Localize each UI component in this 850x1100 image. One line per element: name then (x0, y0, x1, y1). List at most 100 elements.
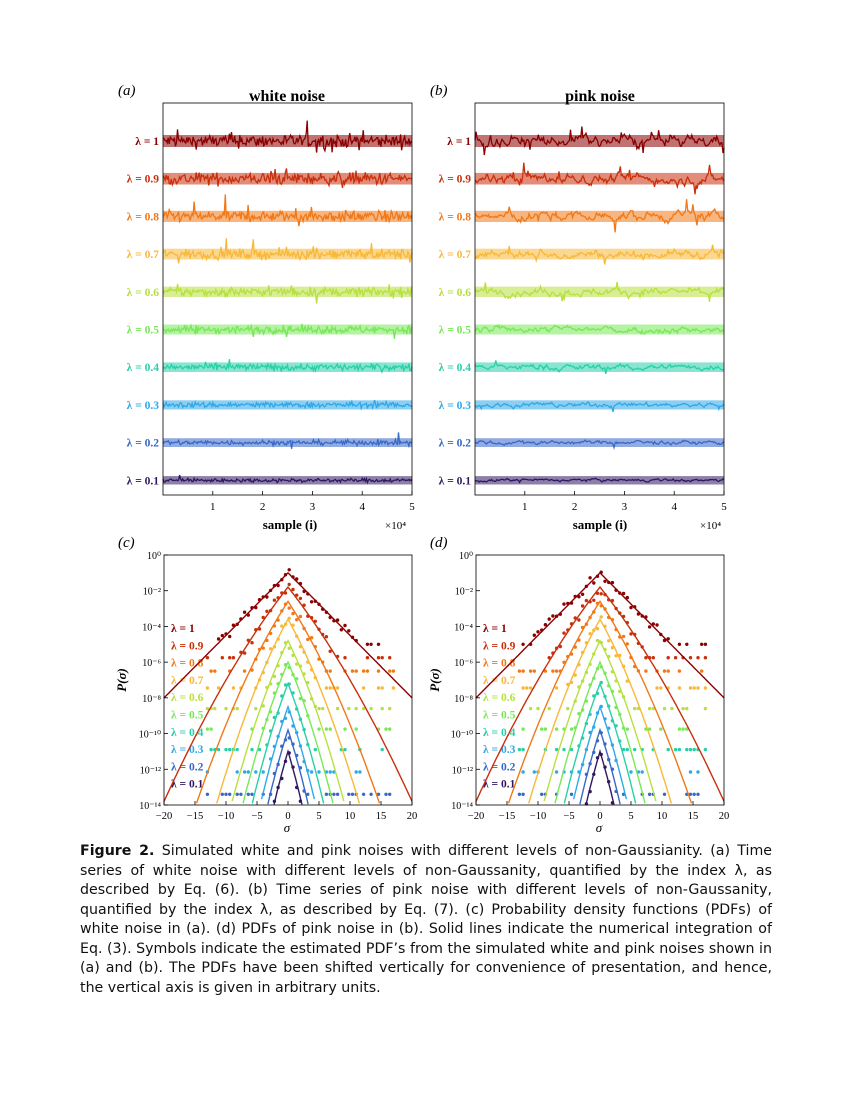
pdf-point (250, 668, 254, 672)
pdf-point (696, 656, 700, 660)
pdf-point (295, 634, 299, 638)
pdf-point (554, 727, 559, 731)
pdf-point (569, 680, 574, 685)
pdf-point (298, 744, 303, 748)
pdf-point (621, 664, 626, 668)
pdf-point (302, 650, 306, 654)
pdf-point (647, 706, 652, 711)
pdf-point (659, 727, 663, 731)
pdf-point (621, 634, 626, 639)
pdf-point (599, 640, 603, 645)
pdf-point (677, 727, 682, 731)
pdf-point (388, 669, 392, 673)
pdf-point (272, 771, 277, 776)
pdf-point (584, 699, 589, 703)
pdf-point (216, 686, 221, 690)
pdf-point (633, 664, 637, 669)
pdf-point (283, 759, 288, 763)
pdf-point (321, 660, 325, 664)
pdf-point (625, 747, 629, 752)
pdf-point (584, 747, 589, 752)
pdf-point (280, 776, 284, 781)
x-tick-label: 10 (657, 811, 668, 822)
pdf-point (268, 588, 273, 593)
pdf-point (246, 638, 250, 642)
x-tick-label: 10 (345, 811, 356, 822)
pdf-point (343, 656, 347, 660)
pdf-point (283, 716, 288, 720)
pdf-point (540, 792, 544, 796)
pdf-point (610, 743, 615, 747)
pdf-point (268, 792, 273, 796)
pdf-point (291, 691, 295, 695)
pdf-point (629, 655, 633, 660)
pdf-point (261, 704, 265, 708)
pdf-point (242, 770, 247, 774)
pdf-point (313, 645, 317, 649)
pdf-point (644, 656, 648, 660)
pdf-point (662, 638, 667, 643)
y-tick-label: 10⁻¹² (452, 765, 473, 776)
pdf-point (651, 622, 655, 626)
pdf-point (610, 618, 615, 622)
pdf-point (280, 719, 284, 724)
lambda-label-9: λ = 0.1 (439, 475, 472, 487)
pdf-point (618, 611, 622, 615)
pdf-point (521, 747, 525, 752)
pdf-point (257, 647, 262, 652)
panel-d-xlabel: σ (596, 820, 603, 835)
pdf-lambda-label-8: λ = 0.2 (483, 761, 516, 773)
pdf-point (261, 646, 265, 650)
pdf-point (324, 669, 329, 673)
figure-2: (a) white noise (b) pink noise (c) (d) λ… (114, 83, 729, 835)
pdf-point (688, 770, 693, 774)
x-tick-label: 15 (376, 811, 387, 822)
pdf-point (540, 628, 544, 632)
pdf-point (554, 669, 559, 673)
pdf-point (566, 628, 570, 632)
pdf-point (603, 742, 607, 746)
lambda-label-7: λ = 0.3 (127, 400, 160, 412)
pdf-point (272, 715, 277, 720)
pdf-point (354, 770, 358, 774)
pdf-point (588, 576, 592, 580)
pdf-point (306, 742, 310, 747)
pdf-point (354, 638, 358, 643)
panel-b-multiplier: ×10⁴ (700, 520, 721, 532)
pdf-point (283, 641, 288, 645)
y-tick-label: 10⁰ (147, 551, 161, 562)
pdf-lambda-label-4: λ = 0.6 (483, 692, 516, 704)
pdf-point (298, 645, 303, 649)
pdf-point (309, 636, 314, 640)
pdf-point (298, 664, 303, 668)
pdf-point (295, 785, 299, 790)
pdf-point (298, 596, 303, 601)
pdf-point (592, 581, 596, 585)
pdf-point (350, 669, 355, 673)
pdf-point (261, 595, 265, 599)
x-tick-label: −20 (468, 811, 484, 822)
pdf-point (599, 665, 603, 669)
pdf-point (235, 622, 239, 626)
pdf-point (298, 717, 303, 721)
x-tick-label: 4 (671, 501, 677, 513)
x-tick-label: 0 (285, 811, 290, 822)
pdf-point (309, 600, 314, 604)
pdf-point (228, 634, 232, 639)
pdf-point (666, 656, 670, 660)
pdf-point (213, 706, 217, 711)
pdf-point (306, 592, 310, 596)
series-band-1 (475, 172, 724, 185)
pdf-point (332, 792, 336, 796)
pdf-point (242, 651, 247, 655)
pdf-point (666, 669, 670, 673)
pdf-point (599, 604, 603, 608)
pdf-point (528, 686, 533, 690)
lambda-label-2: λ = 0.8 (439, 211, 472, 223)
pdf-point (239, 617, 243, 621)
pdf-point (380, 747, 384, 752)
pdf-point (603, 607, 607, 611)
pdf-point (302, 727, 306, 732)
pdf-point (610, 598, 615, 603)
pdf-point (254, 706, 258, 711)
